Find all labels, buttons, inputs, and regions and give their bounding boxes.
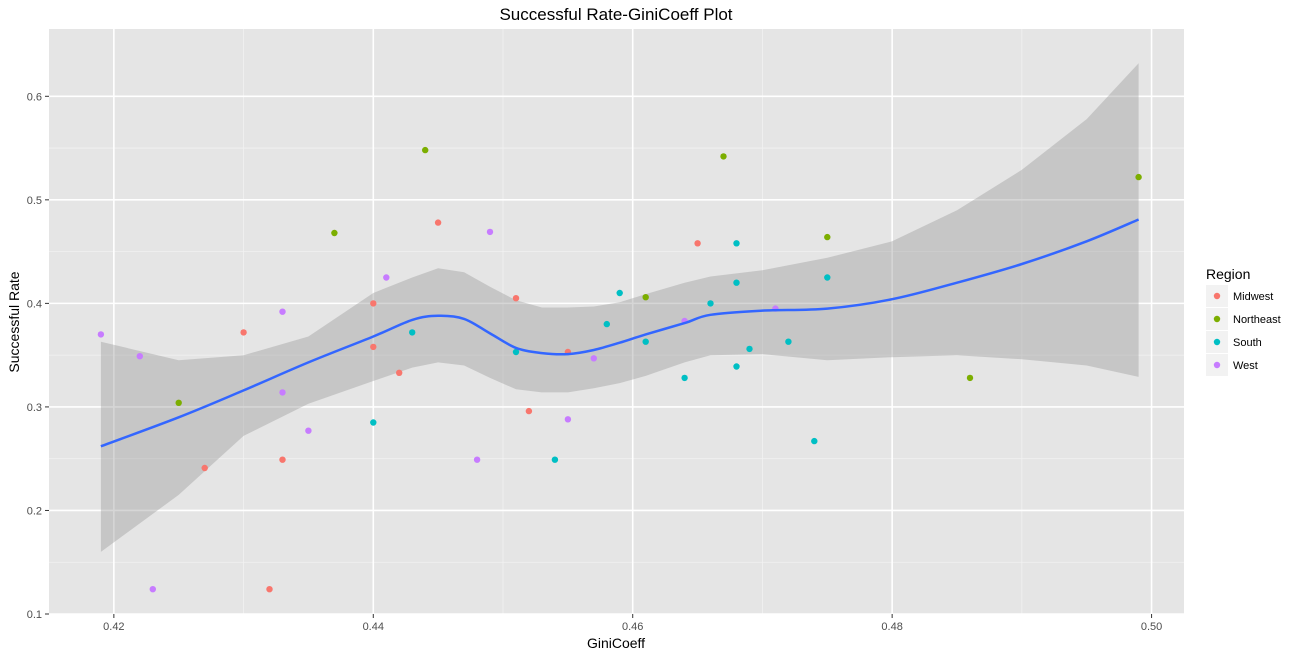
point-midwest [201, 464, 208, 472]
y-axis-title: Successful Rate [6, 271, 22, 372]
legend-swatch-south [1213, 338, 1221, 346]
point-northeast [824, 233, 831, 241]
y-tick-label: 0.1 [27, 609, 42, 621]
point-midwest [279, 456, 286, 463]
point-west [149, 586, 156, 593]
point-west [564, 416, 572, 423]
point-west [486, 228, 494, 236]
point-west [305, 427, 312, 434]
point-west [383, 274, 390, 281]
y-tick-label: 0.4 [27, 298, 42, 310]
point-midwest [370, 343, 377, 351]
point-west [279, 308, 286, 315]
point-south [733, 363, 740, 370]
point-south [824, 274, 831, 281]
legend: Region Midwest Northeast South West [1206, 266, 1281, 376]
point-northeast [720, 153, 727, 160]
minor-gridlines [49, 29, 1184, 614]
point-northeast [422, 146, 429, 154]
y-tick-label: 0.6 [27, 91, 42, 103]
x-tick-label: 0.42 [103, 621, 124, 633]
chart-title: Successful Rate-GiniCoeff Plot [499, 5, 732, 24]
confidence-band [100, 63, 1139, 552]
point-midwest [396, 369, 403, 376]
y-axis: 0.1 0.2 0.3 0.4 0.5 0.6 [27, 91, 49, 621]
point-northeast [642, 294, 649, 301]
point-midwest [370, 300, 377, 307]
point-south [551, 456, 559, 463]
x-axis: 0.42 0.44 0.46 0.48 0.50 [103, 614, 1162, 633]
point-south [785, 338, 792, 345]
point-northeast [966, 374, 974, 382]
point-west [473, 456, 481, 463]
point-south [642, 338, 649, 345]
plot-panel [49, 29, 1184, 614]
point-south [603, 320, 610, 328]
y-tick-label: 0.5 [27, 195, 42, 207]
y-tick-label: 0.2 [27, 505, 42, 517]
point-south [707, 300, 714, 307]
point-south [681, 374, 688, 382]
legend-label-northeast: Northeast [1233, 314, 1281, 326]
legend-label-west: West [1233, 360, 1258, 372]
point-northeast [1135, 173, 1142, 181]
point-midwest [434, 219, 442, 226]
x-tick-label: 0.44 [363, 621, 384, 633]
point-west [97, 331, 105, 338]
x-tick-label: 0.50 [1141, 621, 1162, 633]
point-midwest [525, 407, 533, 415]
point-west [279, 389, 286, 396]
point-midwest [240, 329, 247, 336]
legend-title: Region [1206, 266, 1250, 282]
legend-swatch-northeast [1213, 315, 1221, 323]
legend-items: Midwest Northeast South West [1206, 285, 1281, 376]
legend-label-midwest: Midwest [1233, 291, 1273, 303]
point-midwest [266, 586, 273, 593]
point-south [616, 289, 623, 297]
point-south [512, 348, 520, 356]
major-gridlines [49, 29, 1184, 615]
legend-label-south: South [1233, 337, 1262, 349]
point-west [590, 355, 597, 362]
x-tick-label: 0.46 [622, 621, 643, 633]
legend-swatch-midwest [1213, 292, 1221, 300]
point-midwest [512, 295, 520, 302]
point-northeast [175, 399, 182, 406]
point-south [811, 437, 818, 445]
point-south [733, 279, 740, 286]
x-axis-title: GiniCoeff [587, 635, 645, 651]
y-tick-label: 0.3 [27, 402, 42, 414]
point-south [409, 329, 416, 336]
legend-swatch-west [1213, 361, 1221, 369]
point-midwest [694, 240, 701, 247]
point-south [370, 419, 377, 426]
point-south [733, 240, 740, 247]
smooth-trend-line [100, 218, 1140, 448]
point-south [746, 345, 753, 353]
x-tick-label: 0.48 [881, 621, 902, 633]
point-west [136, 353, 143, 360]
point-northeast [331, 229, 338, 237]
